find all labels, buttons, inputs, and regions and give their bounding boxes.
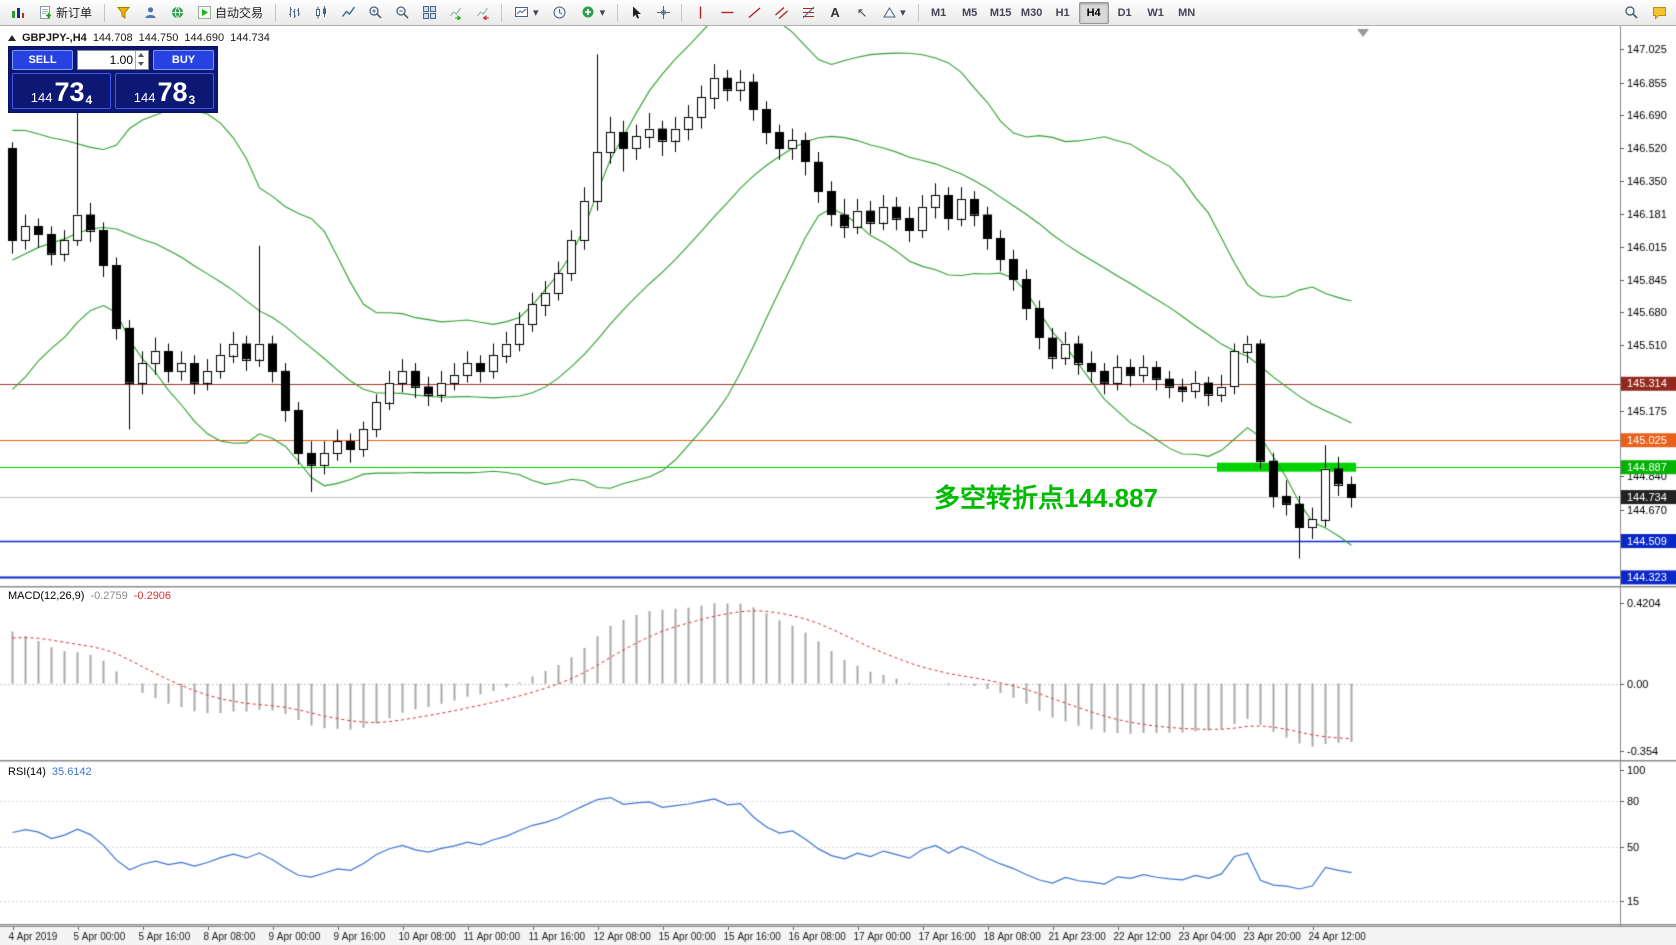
autotrading-button[interactable]: 自动交易 xyxy=(191,1,270,25)
collapse-panel-icon[interactable] xyxy=(8,35,16,41)
autotrading-label: 自动交易 xyxy=(215,6,264,20)
rsi-value: 35.6142 xyxy=(51,766,92,778)
timeframe-m1[interactable]: M1 xyxy=(930,6,947,19)
vertical-line-icon[interactable] xyxy=(687,1,713,25)
new-order-icon xyxy=(40,6,51,19)
sell-price-display[interactable]: 144 73 4 xyxy=(12,73,111,109)
profiles-icon[interactable] xyxy=(547,1,573,25)
macd-signal-value: -0.2906 xyxy=(133,590,172,602)
chart-window: GBPJPY-,H4 144.708 144.750 144.690 144.7… xyxy=(0,26,1676,945)
timeframe-m15[interactable]: M15 xyxy=(989,6,1012,19)
chart-ohlc-header: GBPJPY-,H4 144.708 144.750 144.690 144.7… xyxy=(8,32,270,44)
bar-chart-icon[interactable] xyxy=(281,1,307,25)
timeframe-group: M1 M5 M15 M30 H1 H4 D1 W1 MN xyxy=(924,1,1202,24)
indicators-button[interactable]: ▾ xyxy=(574,1,613,25)
candle-chart-icon[interactable] xyxy=(308,1,334,25)
tile-windows-icon[interactable] xyxy=(416,1,442,25)
timeframe-m30[interactable]: M30 xyxy=(1020,6,1043,19)
search-icon[interactable] xyxy=(1618,1,1644,25)
trendline-icon[interactable] xyxy=(741,1,767,25)
volume-input[interactable]: 1.00 xyxy=(77,50,149,70)
indicators-icon xyxy=(582,6,594,18)
new-chart-icon xyxy=(515,7,529,17)
timeframe-h4[interactable]: H4 xyxy=(1078,1,1109,24)
app-icon xyxy=(4,1,30,25)
market-icon[interactable] xyxy=(164,1,190,25)
chart-shift-icon[interactable] xyxy=(470,1,496,25)
main-toolbar: 新订单 自动交易 ▾ ▾ xyxy=(0,0,1676,26)
close-value: 144.734 xyxy=(230,32,270,44)
rsi-indicator-label: RSI(14) 35.6142 xyxy=(8,766,92,778)
auto-scroll-icon[interactable] xyxy=(443,1,469,25)
community-icon[interactable] xyxy=(137,1,163,25)
macd-name: MACD(12,26,9) xyxy=(8,590,85,602)
open-value: 144.708 xyxy=(92,32,133,44)
shapes-dropdown: ▾ xyxy=(900,7,906,19)
crosshair-icon[interactable] xyxy=(650,1,676,25)
buy-button[interactable]: BUY xyxy=(153,50,214,70)
horizontal-line-icon[interactable] xyxy=(714,1,740,25)
shapes-icon xyxy=(883,7,896,18)
cursor-icon[interactable] xyxy=(623,1,649,25)
text-tool-icon[interactable]: A xyxy=(830,5,840,20)
macd-main-value: -0.2759 xyxy=(90,590,128,602)
sell-button[interactable]: SELL xyxy=(12,50,73,70)
shapes-button[interactable]: ▾ xyxy=(876,1,913,25)
timeframe-m5[interactable]: M5 xyxy=(961,6,978,19)
buy-price-display[interactable]: 144 78 3 xyxy=(115,73,214,109)
one-click-trading-panel: SELL 1.00 BUY 144 73 4 144 78 3 xyxy=(8,46,218,113)
new-order-button[interactable]: 新订单 xyxy=(31,1,99,25)
timeframe-w1[interactable]: W1 xyxy=(1147,6,1164,19)
arrows-tool-icon[interactable]: ↖ xyxy=(856,4,868,20)
macd-indicator-label: MACD(12,26,9) -0.2759 -0.2906 xyxy=(8,590,171,602)
new-order-label: 新订单 xyxy=(56,6,93,20)
metaeditor-icon[interactable] xyxy=(110,1,136,25)
rsi-name: RSI(14) xyxy=(8,766,46,778)
timeframe-mn[interactable]: MN xyxy=(1178,6,1196,19)
volume-spinner[interactable] xyxy=(135,51,148,69)
chat-icon[interactable] xyxy=(1646,1,1672,25)
new-chart-button[interactable]: ▾ xyxy=(507,1,546,25)
channel-icon[interactable] xyxy=(768,1,794,25)
turning-point-annotation: 多空转折点144.887 xyxy=(934,483,1158,513)
autotrading-play-icon xyxy=(198,6,212,19)
timeframe-h1[interactable]: H1 xyxy=(1055,6,1070,19)
volume-value: 1.00 xyxy=(109,53,133,67)
zoom-out-icon[interactable] xyxy=(389,1,415,25)
line-chart-icon[interactable] xyxy=(335,1,361,25)
zoom-in-icon[interactable] xyxy=(362,1,388,25)
symbol-label: GBPJPY-,H4 xyxy=(22,32,87,44)
price-chart-canvas[interactable] xyxy=(0,26,1676,945)
fibonacci-icon[interactable] xyxy=(795,1,821,25)
high-value: 144.750 xyxy=(138,32,179,44)
indicators-dropdown: ▾ xyxy=(599,7,606,19)
timeframe-d1[interactable]: D1 xyxy=(1117,6,1132,19)
new-chart-dropdown: ▾ xyxy=(533,7,539,19)
low-value: 144.690 xyxy=(184,32,225,44)
